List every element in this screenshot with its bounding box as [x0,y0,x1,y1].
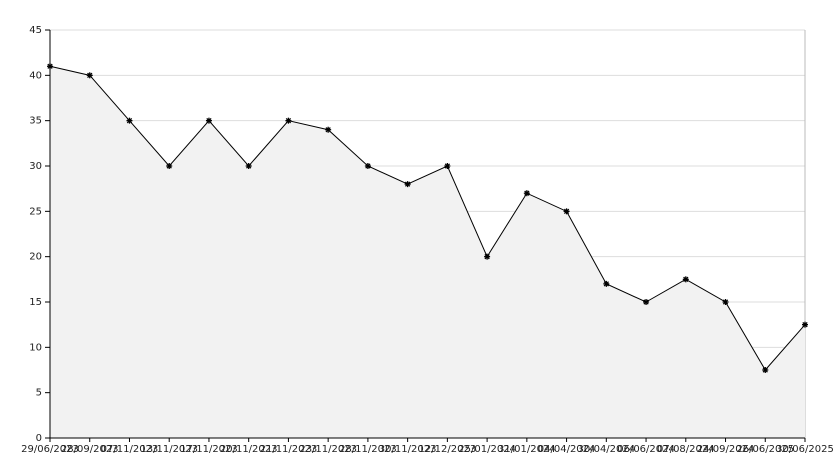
area [50,66,805,439]
marker [603,280,610,287]
marker [523,190,530,197]
x-tick-label: 29/06/2023 [21,444,79,455]
x-tick-label: 07/11/2023 [101,444,159,455]
x-tick-label: 30/06/2025 [776,444,834,455]
x-tick-label: 31/01/2024 [498,444,556,455]
marker [325,126,332,133]
y-tick-label: 30 [29,161,42,172]
marker [404,181,411,188]
marker [563,208,570,215]
marker [166,163,173,169]
marker [722,299,729,305]
marker [285,117,292,124]
x-tick-label: 07/08/2024 [657,444,715,455]
y-tick-label: 10 [29,342,42,353]
marker [484,253,491,260]
x-tick-label: 06/06/2024 [617,444,675,455]
x-tick-label: 25/01/2024 [458,444,516,455]
y-tick-label: 5 [36,388,42,399]
marker [682,276,689,283]
marker [643,299,650,305]
x-tick-label: 12/12/2023 [419,444,477,455]
y-tick-label: 45 [29,25,42,36]
line [49,65,806,371]
x-tick-label: 23/11/2023 [299,444,357,455]
y-tick-label: 25 [29,206,42,217]
x-tick-label: 28/11/2023 [339,444,397,455]
y-tick-label: 40 [29,70,42,81]
marker [245,163,252,169]
marker [126,117,133,124]
x-tick-label: 28/09/2023 [61,444,119,455]
marker [86,72,93,79]
x-tick-label: 17/11/2023 [180,444,238,455]
y-tick-label: 20 [29,252,42,263]
x-tick-label: 30/04/2024 [577,444,635,455]
x-tick-label: 26/06/2025 [736,444,794,455]
x-tick-label: 13/11/2023 [140,444,198,455]
y-tick-label: 0 [36,433,42,444]
marker [364,163,371,169]
x-tick-label: 04/04/2024 [538,444,596,455]
marker [762,367,769,373]
x-tick-label: 24/09/2024 [697,444,755,455]
marker [444,163,451,169]
x-tick-label: 30/11/2023 [379,444,437,455]
x-tick-label: 21/11/2023 [260,444,318,455]
marker [205,117,212,124]
marker [802,321,808,328]
y-tick-label: 35 [29,116,42,127]
y-tick-label: 15 [29,297,42,308]
x-tick-label: 20/11/2023 [220,444,278,455]
